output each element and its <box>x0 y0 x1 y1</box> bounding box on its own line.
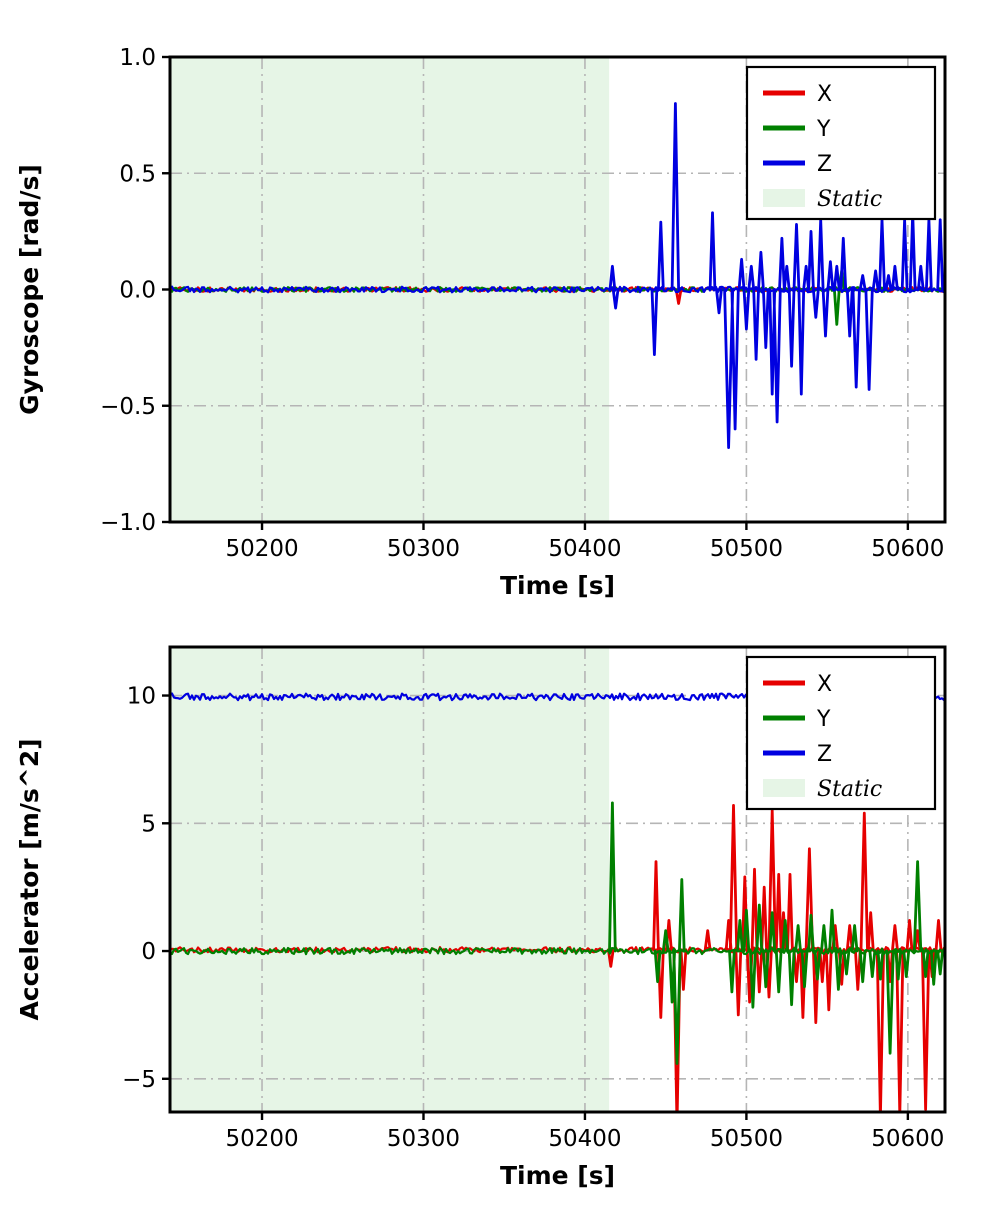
y-tick-label: −5 <box>122 1067 156 1093</box>
x-tick-label: 50600 <box>871 536 944 562</box>
x-axis-label: Time [s] <box>500 571 615 600</box>
legend: XYZ Static <box>745 655 937 811</box>
y-tick-label: 5 <box>141 811 156 837</box>
legend-label-z: Z <box>817 152 832 177</box>
series-Z-baseline <box>170 285 945 294</box>
series-group <box>170 692 945 1112</box>
legend-label-x: X <box>817 82 832 107</box>
y-tick-label: 1.0 <box>119 45 156 71</box>
legend-label-y: Y <box>816 707 831 732</box>
x-tick-label: 50300 <box>387 536 460 562</box>
y-tick-label: 0.0 <box>119 278 156 304</box>
series-X-spikes <box>607 804 943 1112</box>
series-X-spikes <box>674 288 683 305</box>
legend-swatch-static <box>763 189 805 207</box>
y-tick-label: 0 <box>141 939 156 965</box>
y-tick-label: −0.5 <box>100 394 156 420</box>
static-region <box>170 647 610 1112</box>
gyroscope-plot: 50200 50300 50400 50500 50600 −1.0 −0.5 0.0 0.5 1… <box>15 45 947 600</box>
legend-label-z: Z <box>817 742 832 767</box>
x-tick-label: 50400 <box>548 536 621 562</box>
y-axis-label: Gyroscope [rad/s] <box>15 164 44 415</box>
series-group <box>170 102 945 449</box>
legend: XYZ Static <box>745 65 937 221</box>
x-tick-label: 50200 <box>225 1126 298 1152</box>
x-axis-label: Time [s] <box>500 1161 615 1190</box>
x-tick-label: 50500 <box>710 536 783 562</box>
legend-label-y: Y <box>816 117 831 142</box>
series-Y-spikes <box>608 801 944 1065</box>
tick-marks <box>162 694 910 1120</box>
x-tick-label: 50400 <box>548 1126 621 1152</box>
axes-frame <box>168 645 947 1114</box>
tick-marks <box>162 55 910 530</box>
accelerator-plot: 50200 50300 50400 50500 50600 −5 0 5 10 Time [s] A… <box>15 645 947 1190</box>
x-tick-label: 50500 <box>710 1126 783 1152</box>
x-tick-label: 50300 <box>387 1126 460 1152</box>
x-tick-label: 50200 <box>225 536 298 562</box>
legend-label-static: Static <box>817 777 882 802</box>
legend-label-x: X <box>817 672 832 697</box>
y-tick-label: 0.5 <box>119 161 156 187</box>
x-tick-label: 50600 <box>871 1126 944 1152</box>
legend-swatch-static <box>763 779 805 797</box>
legend-label-static: Static <box>817 187 882 212</box>
y-tick-label: 10 <box>127 684 156 710</box>
gyroscope-chart: 50200 50300 50400 50500 50600 −1.0 −0.5 0.0 0.5 1… <box>0 0 992 602</box>
accelerator-chart: 50200 50300 50400 50500 50600 −5 0 5 10 Time [s] A… <box>0 602 992 1228</box>
y-tick-label: −1.0 <box>100 510 156 536</box>
y-axis-label: Accelerator [m/s^2] <box>15 738 44 1020</box>
